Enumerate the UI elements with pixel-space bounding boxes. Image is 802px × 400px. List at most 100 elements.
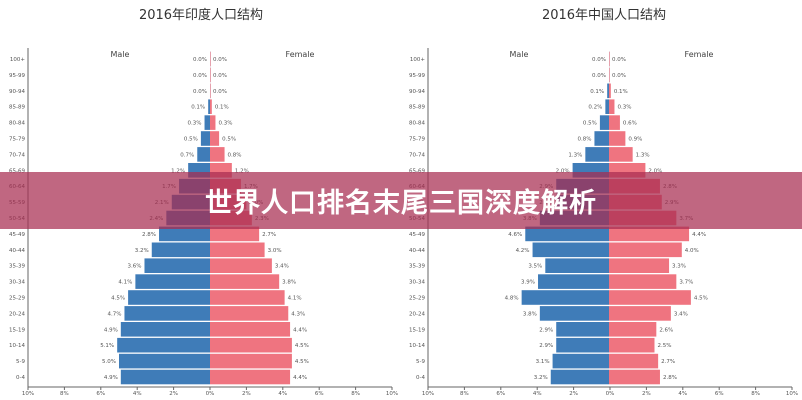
data-label-male: 4.8%	[505, 296, 519, 302]
data-label-male: 0.5%	[184, 137, 198, 143]
y-tick-label: 20-24	[409, 311, 425, 317]
x-tick-label: 4%	[678, 391, 687, 397]
data-label-female: 4.5%	[295, 343, 309, 349]
x-tick-label: 2%	[642, 391, 651, 397]
y-tick-label: 40-44	[9, 248, 25, 254]
x-tick-label: 6%	[315, 391, 324, 397]
bar-female	[609, 242, 682, 258]
bar-male	[556, 322, 609, 337]
bar-female	[210, 242, 265, 258]
data-label-female: 0.5%	[222, 137, 236, 143]
y-tick-label: 25-29	[409, 296, 425, 302]
bar-male	[117, 337, 210, 353]
bar-female	[609, 131, 626, 146]
x-tick-label: 4%	[533, 391, 542, 397]
x-tick-label: 8%	[460, 391, 469, 397]
bar-male	[151, 242, 210, 258]
data-label-male: 0.2%	[588, 105, 602, 111]
data-label-male: 4.2%	[516, 248, 530, 254]
x-tick-label: 2%	[242, 391, 251, 397]
data-label-male: 3.2%	[534, 375, 548, 381]
x-tick-label: 8%	[751, 391, 760, 397]
y-tick-label: 85-89	[409, 105, 425, 111]
x-tick-label: 6%	[96, 391, 105, 397]
data-label-male: 0.0%	[193, 73, 207, 79]
bar-male	[525, 226, 609, 242]
bar-female	[210, 353, 292, 369]
data-label-female: 3.4%	[674, 311, 688, 317]
data-label-male: 0.0%	[592, 73, 606, 79]
bar-female	[609, 306, 671, 321]
data-label-male: 3.9%	[521, 280, 535, 286]
y-tick-label: 75-79	[9, 137, 25, 143]
data-label-female: 4.4%	[293, 375, 307, 381]
data-label-male: 4.9%	[104, 375, 118, 381]
y-tick-label: 100+	[10, 57, 25, 63]
bar-male	[607, 83, 609, 99]
y-tick-label: 85-89	[9, 105, 25, 111]
data-label-female: 0.0%	[612, 73, 626, 79]
bar-female	[210, 322, 291, 337]
legend-female: Female	[286, 50, 315, 59]
y-tick-label: 35-39	[409, 264, 425, 270]
bar-male	[144, 258, 210, 273]
title-banner: 世界人口排名末尾三国深度解析	[0, 172, 802, 229]
data-label-female: 4.0%	[685, 248, 699, 254]
bar-male	[538, 274, 609, 289]
bar-male	[120, 322, 210, 337]
data-label-male: 0.1%	[191, 105, 205, 111]
bar-female	[609, 226, 690, 242]
x-tick-label: 8%	[351, 391, 360, 397]
y-tick-label: 20-24	[9, 311, 25, 317]
bar-female	[210, 147, 225, 162]
data-label-male: 0.8%	[577, 137, 591, 143]
data-label-female: 3.4%	[275, 264, 289, 270]
data-label-female: 0.1%	[215, 105, 229, 111]
data-label-female: 2.5%	[658, 343, 672, 349]
y-tick-label: 35-39	[9, 264, 25, 270]
data-label-male: 5.0%	[102, 359, 116, 365]
y-tick-label: 40-44	[409, 248, 425, 254]
data-label-male: 5.1%	[100, 343, 114, 349]
data-label-female: 0.8%	[228, 152, 242, 158]
bar-male	[204, 115, 210, 130]
x-tick-label: 6%	[496, 391, 505, 397]
y-tick-label: 95-99	[9, 73, 25, 79]
data-label-male: 0.1%	[590, 89, 604, 95]
legend-female: Female	[685, 50, 714, 59]
data-label-male: 2.8%	[142, 232, 156, 238]
data-label-male: 3.8%	[523, 311, 537, 317]
data-label-male: 4.9%	[104, 327, 118, 333]
bar-male	[550, 369, 609, 385]
x-tick-label: 10%	[386, 391, 398, 397]
y-tick-label: 0-4	[16, 375, 25, 381]
bar-male	[128, 290, 210, 305]
x-tick-label: 2%	[169, 391, 178, 397]
legend-male: Male	[510, 50, 529, 59]
bar-female	[609, 322, 657, 337]
data-label-female: 0.3%	[617, 105, 631, 111]
bar-male	[594, 131, 609, 146]
y-tick-label: 30-34	[409, 280, 425, 286]
y-tick-label: 70-74	[9, 152, 25, 158]
data-label-male: 3.5%	[528, 264, 542, 270]
bar-female	[210, 99, 212, 114]
data-label-female: 0.3%	[218, 121, 232, 127]
y-tick-label: 65-69	[409, 168, 425, 174]
bar-male	[552, 353, 609, 369]
bar-male	[539, 306, 609, 321]
bar-male	[197, 147, 210, 162]
bar-male	[545, 258, 609, 273]
x-tick-label: 10%	[422, 391, 434, 397]
bar-male	[605, 99, 609, 114]
bar-female	[210, 306, 289, 321]
bar-female	[609, 353, 659, 369]
bar-female	[609, 51, 610, 67]
bar-male	[135, 274, 210, 289]
y-tick-label: 75-79	[409, 137, 425, 143]
y-tick-label: 80-84	[409, 121, 425, 127]
bar-male	[521, 290, 609, 305]
y-tick-label: 0-4	[416, 375, 425, 381]
data-label-male: 4.5%	[111, 296, 125, 302]
bar-female	[210, 67, 211, 83]
